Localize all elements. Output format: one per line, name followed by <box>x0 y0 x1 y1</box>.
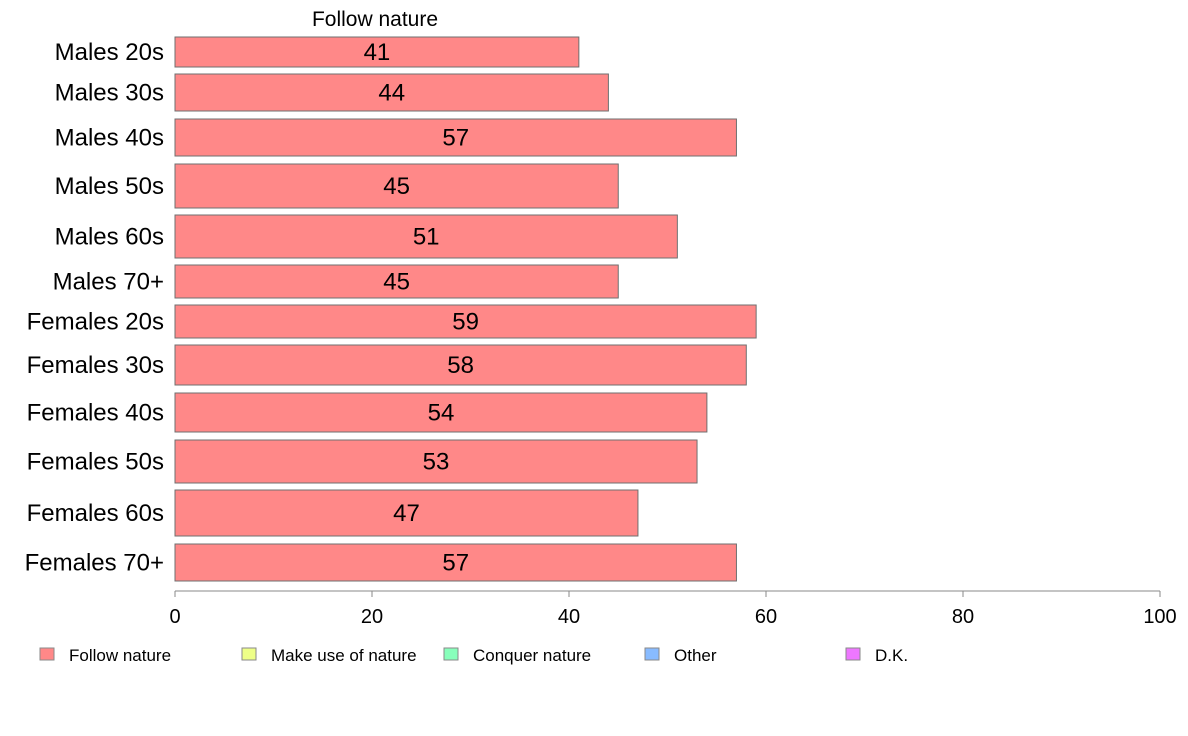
x-tick-label: 80 <box>952 606 974 628</box>
category-label: Females 40s <box>27 400 164 427</box>
x-axis: 0 20 40 60 80 100 <box>169 590 1177 628</box>
bar-12 <box>174 543 737 582</box>
legend-label: Other <box>674 646 717 665</box>
data-label: 57 <box>442 550 469 577</box>
legend-label: D.K. <box>875 646 908 665</box>
x-tick-label: 0 <box>169 606 180 628</box>
data-label: 47 <box>393 500 420 527</box>
bar-3 <box>174 118 737 157</box>
legend-swatch <box>644 647 660 661</box>
legend-label: Make use of nature <box>271 646 417 665</box>
legend-swatch <box>443 647 459 661</box>
x-tick-label: 60 <box>755 606 777 628</box>
bar-4 <box>174 163 619 209</box>
bar-2 <box>174 73 609 112</box>
bar-8 <box>174 344 747 386</box>
category-label: Males 30s <box>55 80 164 107</box>
legend-label: Conquer nature <box>473 646 591 665</box>
x-tick-label: 40 <box>558 606 580 628</box>
category-label: Males 40s <box>55 125 164 152</box>
category-label: Females 20s <box>27 309 164 336</box>
legend-swatch <box>241 647 257 661</box>
category-label: Females 70+ <box>25 550 164 577</box>
bar-1 <box>174 36 580 68</box>
category-label: Males 20s <box>55 39 164 66</box>
data-label: 45 <box>383 269 410 296</box>
bar-11 <box>174 489 639 537</box>
legend-swatch <box>845 647 861 661</box>
bar-5 <box>174 214 678 259</box>
category-label: Females 60s <box>27 500 164 527</box>
data-label: 57 <box>442 125 469 152</box>
bar-6 <box>174 264 619 299</box>
legend-label: Follow nature <box>69 646 171 665</box>
bar-9 <box>174 392 708 433</box>
bar-7 <box>174 304 757 339</box>
category-label: Females 30s <box>27 352 164 379</box>
bar-10 <box>174 439 698 484</box>
data-label: 53 <box>423 449 450 476</box>
category-label: Females 50s <box>27 449 164 476</box>
legend-swatch <box>39 647 55 661</box>
category-label: Males 70+ <box>53 269 164 296</box>
x-tick-label: 100 <box>1143 606 1176 628</box>
category-label: Males 50s <box>55 173 164 200</box>
data-label: 59 <box>452 309 479 336</box>
category-label: Males 60s <box>55 224 164 251</box>
chart-title: Follow nature <box>312 8 438 31</box>
data-label: 51 <box>413 224 440 251</box>
data-label: 54 <box>428 400 455 427</box>
legend: Follow nature Make use of nature Conquer n… <box>39 646 908 665</box>
data-label: 44 <box>378 80 405 107</box>
data-label: 45 <box>383 173 410 200</box>
data-label: 58 <box>447 352 474 379</box>
bars-group: Males 20s 41 Males 30s 44 Males 40s 57 Males 5… <box>25 36 757 582</box>
data-label: 41 <box>364 39 391 66</box>
x-tick-label: 20 <box>361 606 383 628</box>
